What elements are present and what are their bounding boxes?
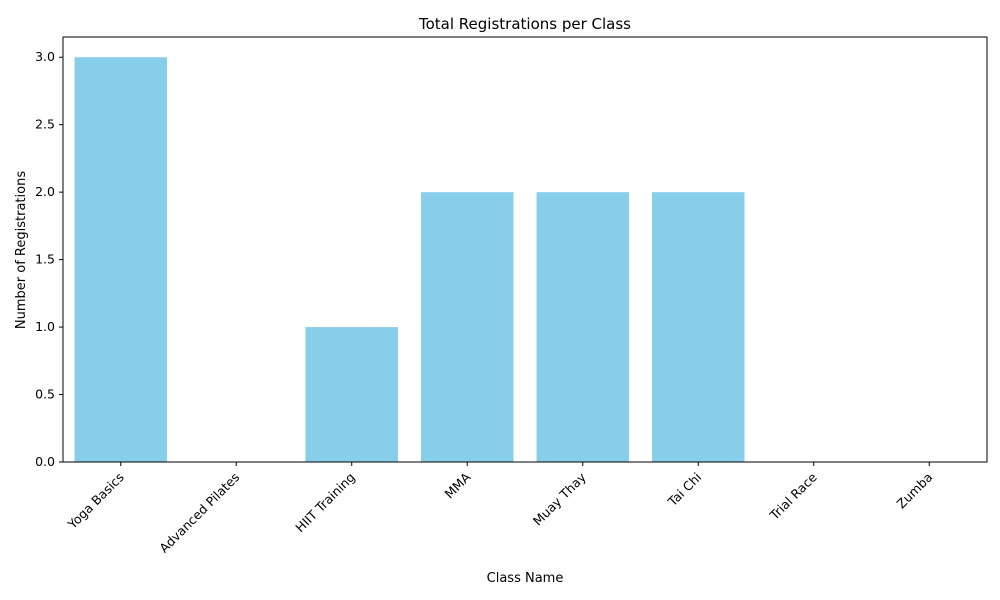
y-tick-label: 3.0 — [35, 49, 55, 64]
x-tick-label: Tai Chi — [664, 470, 704, 510]
x-tick-label: HIIT Training — [292, 470, 358, 536]
x-tick-label: Trial Race — [766, 469, 820, 523]
bar-mma — [421, 192, 514, 462]
y-axis-title: Number of Registrations — [14, 171, 29, 329]
x-tick-label: Muay Thay — [530, 469, 589, 528]
bar-muay-thay — [536, 192, 629, 462]
plot-frame — [62, 36, 988, 463]
x-tick-label: Yoga Basics — [64, 470, 127, 533]
x-tick-label: Advanced Pilates — [156, 470, 242, 556]
y-tick-label: 0.0 — [35, 454, 55, 469]
y-tick-label: 0.5 — [35, 387, 55, 402]
y-tick-label: 2.5 — [35, 117, 55, 132]
y-tick-label: 2.0 — [35, 184, 55, 199]
x-tick-label: MMA — [441, 469, 473, 501]
bar-yoga-basics — [74, 57, 167, 462]
y-tick-label: 1.0 — [35, 319, 55, 334]
y-tick-label: 1.5 — [35, 252, 55, 267]
bar-tai-chi — [652, 192, 745, 462]
bar-hiit-training — [305, 327, 398, 462]
x-tick-label: Zumba — [893, 470, 935, 512]
x-axis-title: Class Name — [487, 571, 564, 586]
bars-layer — [74, 57, 745, 462]
chart-title: Total Registrations per Class — [418, 15, 631, 33]
